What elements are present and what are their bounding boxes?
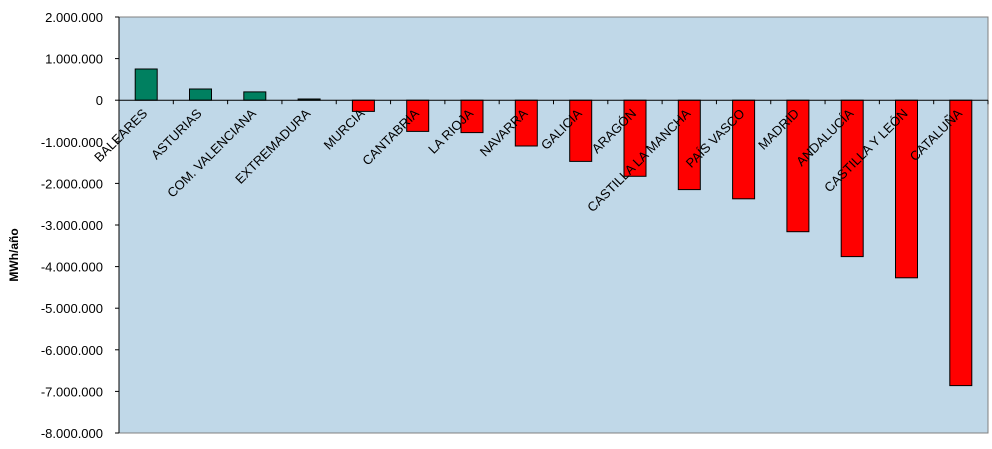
y-tick-label: 1.000.000	[45, 52, 103, 67]
y-tick-label: 0	[96, 93, 103, 108]
y-tick-label: 2.000.000	[45, 10, 103, 25]
bar	[243, 91, 267, 101]
y-tick-label: -2.000.000	[41, 176, 103, 191]
y-tick-label: -5.000.000	[41, 301, 103, 316]
y-tick-label: -7.000.000	[41, 384, 103, 399]
bar	[949, 99, 973, 387]
y-tick-label: -8.000.000	[41, 426, 103, 441]
y-tick-label: -4.000.000	[41, 260, 103, 275]
bar	[134, 68, 158, 101]
y-tick-label: -3.000.000	[41, 218, 103, 233]
y-axis-label: MWh/año	[7, 228, 21, 282]
bar	[189, 88, 212, 101]
y-tick-label: -6.000.000	[41, 343, 103, 358]
y-tick-label: -1.000.000	[41, 135, 103, 150]
